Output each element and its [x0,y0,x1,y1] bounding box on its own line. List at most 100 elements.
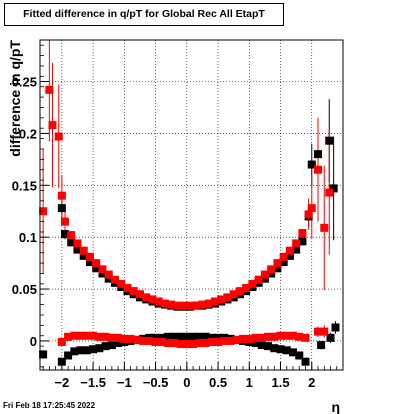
data-point [314,150,323,159]
data-point [298,229,307,238]
data-point [292,239,301,248]
plot-frame [39,39,344,371]
data-point [317,341,326,350]
data-point [301,333,310,342]
y-tick-label: 0.05 [12,282,37,297]
y-tick-label: 0.25 [12,75,37,90]
data-point [107,341,116,350]
data-point [242,284,251,293]
data-point [157,337,166,346]
data-point [154,297,163,306]
data-point [292,245,301,254]
axes: −2 −1.5 −1 −0.5 0 0.5 1 1.5 2 0 0.05 0.1 0.15 0.2 0.25 [12,44,338,390]
data-point [251,339,260,348]
data-point [64,332,73,341]
footer-timestamp: Fri Feb 18 17:25:45 2022 [3,401,96,410]
x-tick-label: −0.5 [143,375,169,390]
data-point [110,275,119,284]
data-point [279,252,288,261]
data-point [251,333,260,342]
data-point [226,336,235,345]
x-tick-label: −2 [54,375,69,390]
data-point [254,275,263,284]
data-point [325,188,334,197]
data-point [232,335,241,344]
data-point [129,287,138,296]
data-point [139,336,148,345]
data-point [98,269,107,278]
x-tick-label: 1 [246,375,253,390]
data-point [267,269,276,278]
data-point [85,258,94,267]
data-point [257,341,266,350]
data-point [57,191,66,200]
data-point [67,231,76,240]
data-point [104,270,113,279]
data-point [76,346,85,355]
data-point [314,165,323,174]
data-point [89,331,98,340]
data-point [54,132,63,141]
data-point [126,334,135,343]
data-point [73,245,82,254]
data-point [39,350,48,359]
x-tick-label: 0 [183,375,190,390]
data-point [82,331,91,340]
data-point [298,237,307,246]
data-point [264,342,273,351]
data-point [70,331,79,340]
data-point [176,332,185,341]
data-point [70,347,79,356]
data-point [157,333,166,342]
data-point [60,217,69,226]
data-point [326,333,335,342]
data-point [67,238,76,247]
data-point [173,301,182,310]
x-axis-label: η [331,399,340,414]
y-tick-label: 0.15 [12,178,37,193]
data-point [117,279,126,288]
data-point [170,332,179,341]
data-point [114,339,123,348]
data-point [85,252,94,261]
data-point [79,251,88,260]
data-point [142,293,151,302]
data-point [192,301,201,310]
data-point [45,85,54,94]
data-point [260,270,269,279]
y-axis-label: difference in q/pT [7,40,23,157]
data-point [314,327,323,336]
data-point [170,339,179,348]
data-point [73,239,82,248]
data-point [95,344,104,353]
data-point [264,332,273,341]
data-point [195,339,204,348]
data-point [60,230,69,239]
y-tick-label: 0 [30,334,37,349]
data-point [79,246,88,255]
data-point [151,333,160,342]
data-point [304,210,313,219]
data-point [276,345,285,354]
data-point [285,251,294,260]
data-point [201,332,210,341]
data-point [95,332,104,341]
data-point [48,121,57,130]
y-tick-label: 0.1 [19,230,37,245]
data-point [57,337,66,346]
data-point [214,337,223,346]
data-point [282,346,291,355]
data-point [164,332,173,341]
data-point [207,333,216,342]
data-point [189,340,198,349]
data-point [295,351,304,360]
data-point [260,274,269,283]
data-point [270,332,279,341]
data-point [179,301,188,310]
data-point [267,265,276,274]
data-point [101,342,110,351]
data-point [270,344,279,353]
data-point [285,246,294,255]
data-point [145,336,154,345]
data-point [325,136,334,145]
